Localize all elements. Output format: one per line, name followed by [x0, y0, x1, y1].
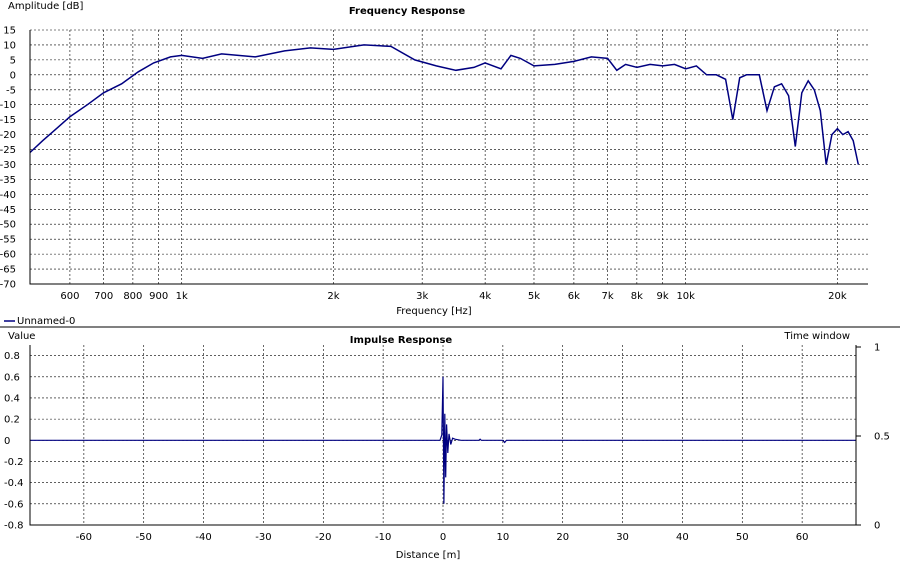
ir-x-tick-label: -30: [255, 532, 271, 543]
impulse-response-y-ticks: 0.8 0.6 0.4 0.2 0 -0.2 -0.4 -0.6 -0.8: [4, 351, 24, 531]
ir-x-tick-label: 20: [556, 532, 569, 543]
fr-x-tick-label: 900: [149, 291, 168, 302]
fr-y-tick-label: -70: [0, 280, 16, 291]
impulse-response-x-label: Distance [m]: [396, 550, 461, 561]
impulse-response-series-line: [30, 376, 856, 504]
fr-y-tick-label: -65: [0, 265, 16, 276]
impulse-response-title: Impulse Response: [350, 335, 453, 346]
ir-y-tick-label: 0: [4, 436, 10, 447]
fr-y-tick-label: -45: [0, 205, 16, 216]
frequency-response-axes: [29, 30, 868, 285]
fr-y-tick-label: -40: [0, 190, 16, 201]
fr-x-tick-label: 9k: [657, 291, 669, 302]
time-window-label: Time window: [783, 331, 850, 342]
ir-y-tick-label: 0.4: [4, 393, 20, 404]
fr-y-tick-label: -30: [0, 160, 16, 171]
ir-x-tick-label: -40: [195, 532, 211, 543]
fr-y-tick-label: -55: [0, 235, 16, 246]
ir-x-tick-label: 60: [796, 532, 809, 543]
impulse-response-y-label: Value: [8, 331, 35, 342]
fr-x-tick-label: 700: [94, 291, 113, 302]
fr-y-tick-label: -5: [6, 85, 16, 96]
impulse-response-panel: Impulse Response Value Time window 0.80.…: [4, 331, 890, 561]
fr-x-tick-label: 7k: [602, 291, 614, 302]
time-window-tick-label: 0: [874, 521, 880, 532]
fr-y-tick-label: -25: [0, 145, 16, 156]
ir-y-tick-label: -0.6: [4, 499, 24, 510]
frequency-response-title: Frequency Response: [349, 6, 466, 17]
time-window-tick-label: 0.5: [874, 432, 890, 443]
frequency-response-y-label: Amplitude [dB]: [8, 1, 84, 12]
fr-x-tick-label: 4k: [479, 291, 491, 302]
ir-y-tick-label: -0.8: [4, 521, 24, 532]
frequency-response-x-label: Frequency [Hz]: [396, 306, 472, 317]
fr-y-tick-label: -35: [0, 175, 16, 186]
ir-y-tick-label: 0.6: [4, 372, 20, 383]
time-window-tick-label: 1: [874, 343, 880, 354]
ir-x-tick-label: -10: [375, 532, 391, 543]
time-window-ticks: 10.50: [856, 343, 890, 532]
ir-x-tick-label: 40: [676, 532, 689, 543]
legend-entry: Unnamed-0: [17, 316, 75, 327]
fr-x-tick-label: 2k: [327, 291, 339, 302]
impulse-response-axes: [29, 345, 857, 526]
fr-y-tick-label: -10: [0, 100, 16, 111]
fr-x-tick-label: 20k: [828, 291, 847, 302]
ir-x-tick-label: 30: [616, 532, 629, 543]
ir-x-tick-label: -60: [76, 532, 92, 543]
fr-y-tick-label: -50: [0, 220, 16, 231]
frequency-response-panel: Frequency Response Amplitude [dB] 15 10 5 0…: [0, 1, 868, 317]
ir-x-tick-label: 50: [736, 532, 749, 543]
fr-x-tick-label: 800: [123, 291, 142, 302]
fr-x-tick-label: 10k: [676, 291, 695, 302]
legend[interactable]: Unnamed-0: [4, 316, 75, 327]
fr-y-tick-label: 10: [3, 40, 16, 51]
ir-y-tick-label: -0.4: [4, 478, 24, 489]
fr-x-tick-label: 6k: [568, 291, 580, 302]
ir-x-tick-label: 10: [496, 532, 509, 543]
ir-x-tick-label: -20: [315, 532, 331, 543]
impulse-response-x-ticks: -60 -50 -40 -30 -20 -10 0 10 20 30 40 50 60: [76, 532, 809, 543]
fr-y-tick-label: -15: [0, 115, 16, 126]
frequency-response-y-ticks: 15 10 5 0 -5 -10 -15 -20 -25 -30 -35 -40 -45 -50 -55 -6…: [0, 26, 16, 291]
fr-y-tick-label: 5: [10, 55, 16, 66]
fr-x-tick-label: 3k: [416, 291, 428, 302]
fr-y-tick-label: 0: [10, 70, 16, 81]
frequency-response-series-line: [29, 44, 860, 165]
ir-y-tick-label: 0.8: [4, 351, 20, 362]
ir-y-tick-label: -0.2: [4, 457, 24, 468]
fr-x-tick-label: 8k: [631, 291, 643, 302]
ir-x-tick-label: -50: [136, 532, 152, 543]
fr-y-tick-label: -60: [0, 250, 16, 261]
ir-x-tick-label: 0: [440, 532, 446, 543]
fr-y-tick-label: -20: [0, 130, 16, 141]
fr-x-tick-label: 1k: [176, 291, 188, 302]
ir-y-tick-label: 0.2: [4, 415, 20, 426]
fr-y-tick-label: 15: [3, 26, 16, 37]
frequency-response-x-ticks: 600 700 800 900 1k 2k 3k 4k 5k 6k 7k 8k 9k 10k 20k: [60, 291, 847, 302]
fr-x-tick-label: 600: [60, 291, 79, 302]
fr-x-tick-label: 5k: [528, 291, 540, 302]
